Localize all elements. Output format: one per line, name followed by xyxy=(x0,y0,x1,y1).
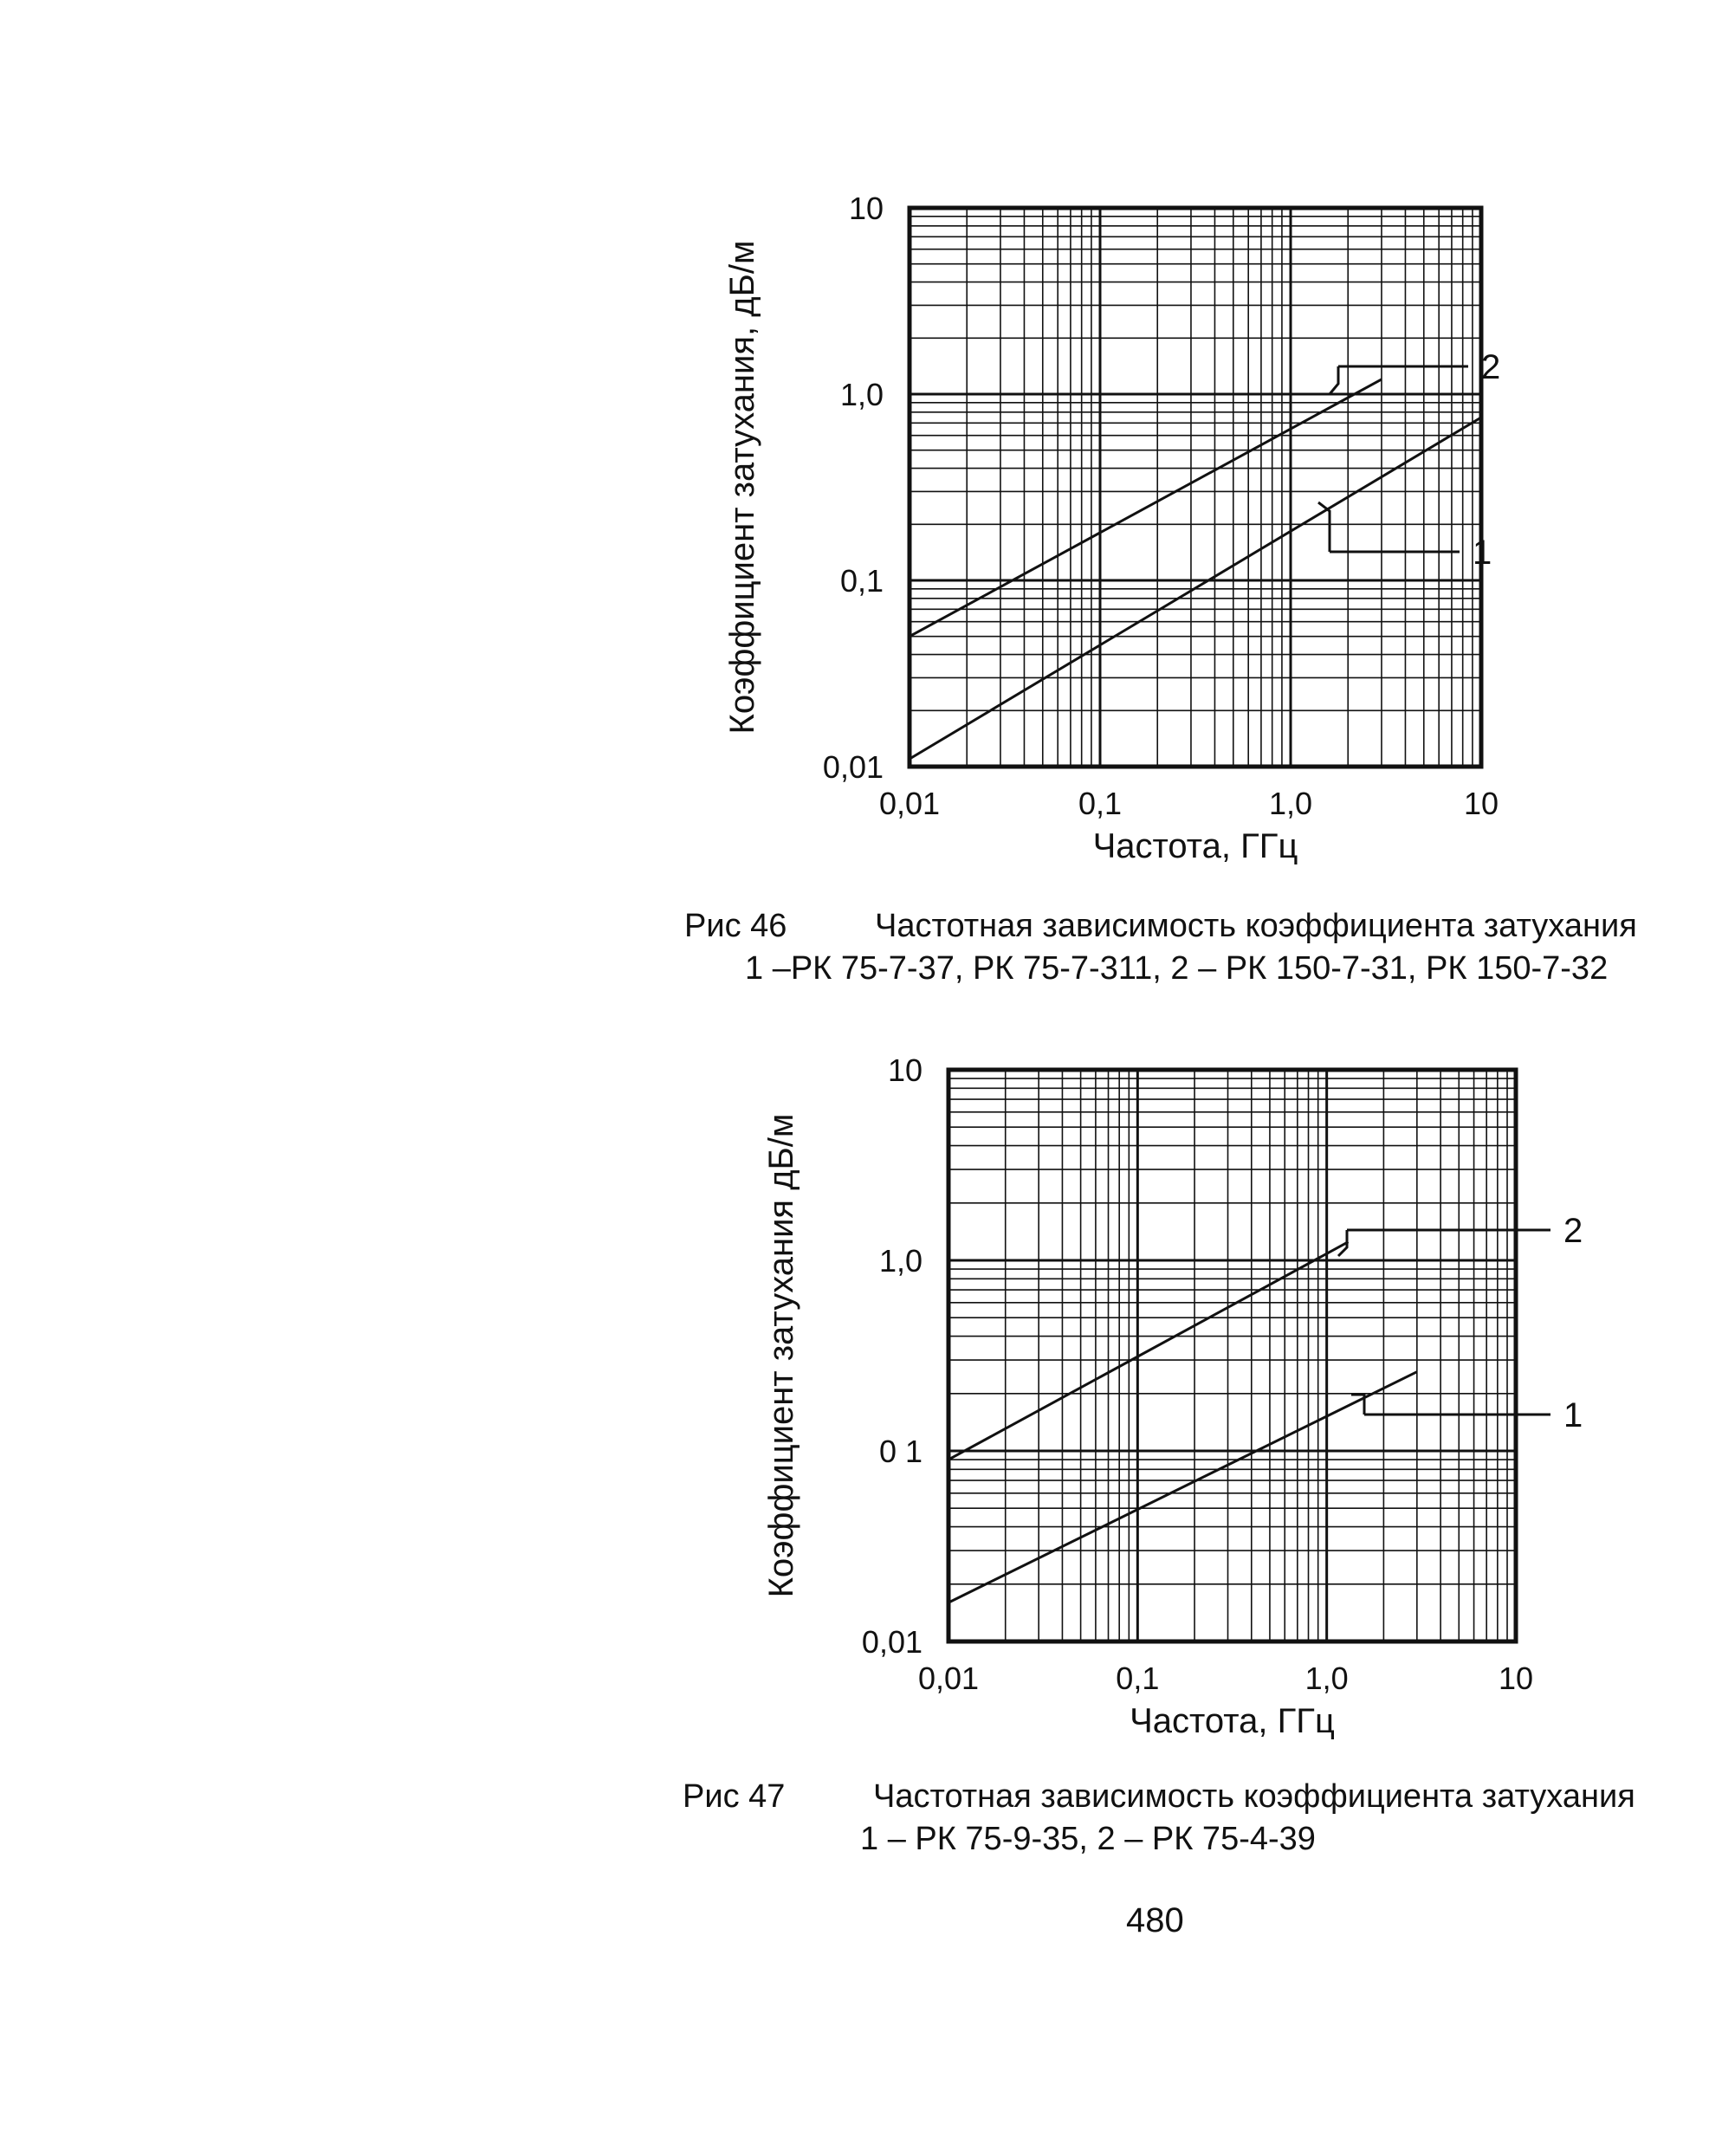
x-tick-label: 0,1 xyxy=(1078,786,1122,821)
y-tick-label: 10 xyxy=(888,1052,922,1088)
x-tick-label: 1,0 xyxy=(1305,1661,1349,1696)
y-tick-label: 0 1 xyxy=(879,1434,922,1469)
x-tick-label: 0,1 xyxy=(1116,1661,1159,1696)
plot-frame xyxy=(946,1067,1518,1644)
figure-47-caption: Рис 47 Частотная зависимость коэффициента… xyxy=(683,1776,1635,1861)
series-2-line xyxy=(948,1240,1350,1461)
grid-lines xyxy=(947,1068,1518,1643)
series-1-line xyxy=(948,1370,1418,1604)
y-tick-label: 0,1 xyxy=(840,563,884,599)
x-tick-label: 1,0 xyxy=(1269,786,1312,821)
series-2-leader-line xyxy=(1328,365,1468,395)
x-tick-label: 10 xyxy=(1464,786,1499,821)
y-tick-label: 10 xyxy=(849,191,884,226)
series-2-line xyxy=(909,378,1382,638)
page-number: 480 xyxy=(1126,1901,1184,1939)
x-tick-label: 10 xyxy=(1499,1661,1533,1696)
figure-47-title: Частотная зависимость коэффициента затух… xyxy=(873,1778,1635,1815)
plot-frame xyxy=(907,205,1484,769)
figure-47-legend: 1 – РК 75-9-35, 2 – РК 75-4-39 xyxy=(860,1821,1316,1858)
figure-46-number: Рис 46 xyxy=(684,908,787,944)
grid-lines xyxy=(908,206,1483,768)
y-tick-label: 1,0 xyxy=(840,377,884,412)
series-2-leader-line xyxy=(1337,1228,1550,1258)
y-tick-label: 0,01 xyxy=(862,1624,922,1660)
y-axis-title: Коэффициент затухания, дБ/м xyxy=(723,241,761,735)
figure-46-legend: 1 –РК 75-7-37, РК 75-7-311, 2 – РК 150-7… xyxy=(745,950,1609,987)
y-tick-label: 1,0 xyxy=(879,1243,922,1279)
attenuation-chart-47: 0,01 0,1 1,0 10 0,01 0 1 1,0 10 Частота, ГГц Коэф… xyxy=(762,1052,1583,1740)
x-tick-label: 0,01 xyxy=(918,1661,979,1696)
figure-46-caption: Рис 46 Частотная зависимость коэффициента… xyxy=(684,905,1637,991)
figure-47-number: Рис 47 xyxy=(683,1778,786,1815)
x-axis-title: Частота, ГГц xyxy=(1093,827,1298,865)
x-axis-title: Частота, ГГц xyxy=(1130,1702,1335,1740)
series-1-leader-line xyxy=(1351,1393,1550,1416)
series-1-label: 1 xyxy=(1473,534,1492,572)
x-tick-label: 0,01 xyxy=(879,786,940,821)
y-tick-label: 0,01 xyxy=(823,749,884,785)
series-1-leader-line xyxy=(1317,501,1460,554)
y-axis-title: Коэффициент затухания дБ/м xyxy=(762,1114,800,1598)
series-1-label: 1 xyxy=(1563,1396,1583,1434)
series-1-line xyxy=(909,416,1482,761)
figure-46-title: Частотная зависимость коэффициента затух… xyxy=(875,908,1637,944)
series-2-label: 2 xyxy=(1563,1212,1583,1250)
attenuation-chart-46: 0,01 0,1 1,0 10 0,01 0,1 1,0 10 Частота, ГГц Коэф… xyxy=(723,191,1500,865)
series-2-label: 2 xyxy=(1481,348,1500,386)
